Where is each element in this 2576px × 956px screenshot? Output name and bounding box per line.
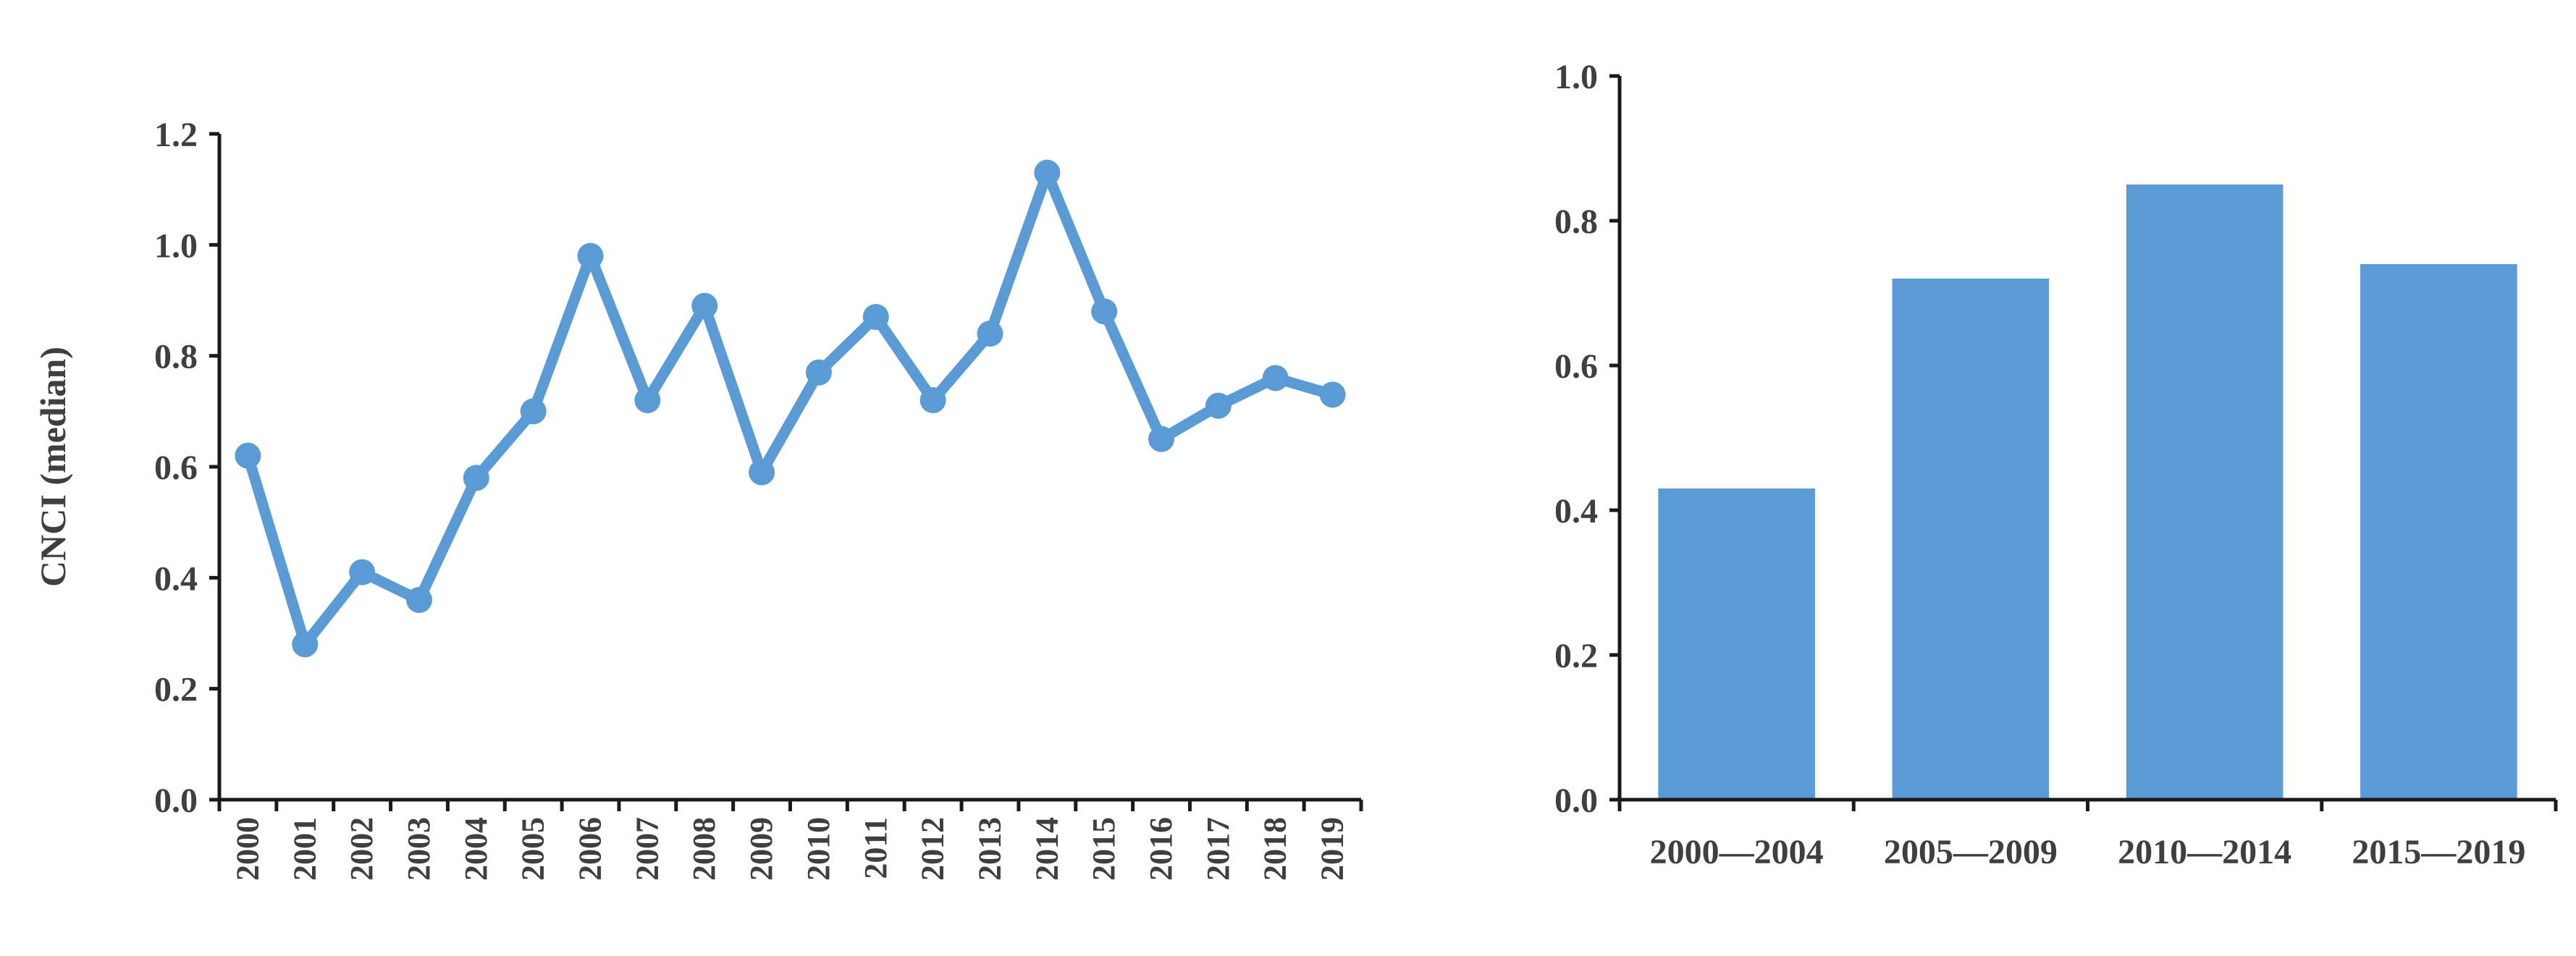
line-x-tick-label: 2006 [573,817,608,881]
line-y-tick-label: 1.0 [154,227,198,265]
line-point [1205,393,1232,419]
line-x-tick-label: 2018 [1258,817,1293,881]
line-x-tick-label: 2015 [1086,817,1121,881]
line-y-tick-label: 0.6 [154,449,198,487]
bar-y-tick-label: 0.2 [1554,637,1598,675]
line-y-tick-label: 0.8 [154,338,198,376]
bar [1893,279,2050,800]
line-point [691,293,717,319]
bar [2360,264,2517,800]
line-x-tick-label: 2016 [1143,817,1179,881]
bar-x-tick-label: 2000—2004 [1650,833,1824,871]
bar-x-tick-label: 2010—2014 [2118,833,2291,871]
line-point [235,443,261,469]
bar-y-tick-label: 0.8 [1554,203,1598,241]
bar-chart: 0.0 0.2 0.4 0.6 0.8 1.0 2000—2004 2005—2009 2010… [1554,58,2556,871]
line-point [977,321,1003,347]
bar-y-tick-label: 0.0 [1554,782,1598,820]
line-point [521,398,547,424]
line-y-tick-label: 0.0 [154,782,198,820]
line-y-tick-label: 1.2 [154,116,198,154]
line-point [349,559,375,585]
bar-y-tick-label: 0.4 [1554,492,1598,530]
line-point [806,360,832,386]
line-x-tick-label: 2005 [515,817,551,881]
line-x-tick-label: 2002 [344,817,379,881]
line-point [1263,365,1289,391]
line-point [1034,160,1060,186]
line-x-tick-label: 2019 [1315,817,1350,881]
bar [1658,488,1815,800]
line-x-tick-label: 2014 [1029,817,1064,881]
line-x-tick-label: 2007 [629,817,665,881]
line-x-tick-label: 2013 [972,817,1007,881]
line-point [406,587,432,613]
bar-y-tick-label: 1.0 [1554,58,1598,96]
line-y-tick-label: 0.2 [154,671,198,709]
bar [2126,185,2284,800]
line-point [920,387,946,413]
line-point [1320,381,1346,407]
line-x-tick-label: 2017 [1200,817,1236,881]
line-point [863,304,889,330]
line-x-tick-label: 2009 [744,817,779,881]
line-point [1091,298,1117,324]
line-point [749,460,775,486]
line-point [634,387,660,413]
line-chart: 0.0 0.2 0.4 0.6 0.8 1.0 1.2 2000 2001 2002 2003 200… [33,116,1361,881]
bar-y-tick-label: 0.6 [1554,347,1598,386]
bar-x-tick-label: 2005—2009 [1884,833,2058,871]
line-x-tick-label: 2011 [858,817,893,879]
line-x-tick-label: 2012 [915,817,951,881]
line-point [1148,426,1174,452]
line-x-tick-label: 2010 [801,817,836,881]
line-point [292,631,318,657]
line-x-tick-label: 2003 [401,817,437,881]
line-y-axis-title: CNCI (median) [33,347,73,587]
line-x-tick-label: 2008 [686,817,722,881]
line-series [248,173,1332,645]
bar-x-tick-label: 2015—2019 [2352,833,2525,871]
line-y-tick-label: 0.4 [154,559,198,598]
line-x-tick-label: 2000 [230,817,265,881]
line-point [463,465,489,491]
line-x-tick-label: 2004 [458,817,494,881]
line-point [578,243,604,269]
line-x-tick-label: 2001 [287,817,322,881]
